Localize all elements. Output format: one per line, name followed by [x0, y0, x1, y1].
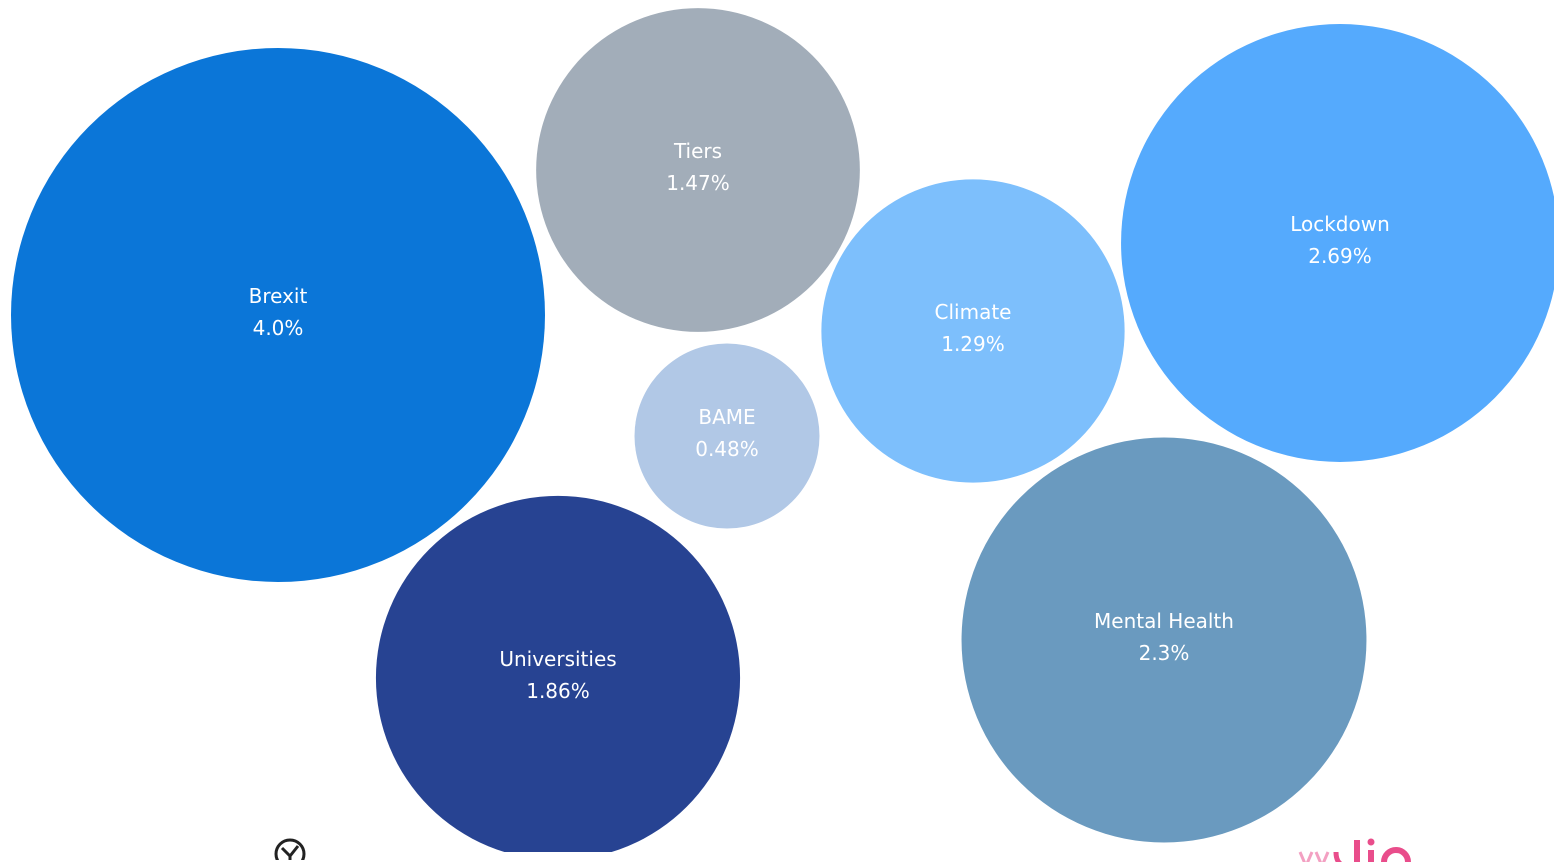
bubble-circle: [1121, 24, 1554, 462]
bubble-circle: [821, 179, 1125, 483]
bubble-bame: BAME 0.48%: [634, 343, 820, 529]
bubble-mental-health: Mental Health 2.3%: [961, 437, 1367, 843]
bubble-circle: [961, 437, 1367, 843]
bubble-value-label: 2.69%: [1308, 244, 1372, 268]
bubble-name-label: BAME: [698, 405, 755, 429]
bubble-circle: [11, 48, 545, 582]
bubble-name-label: Lockdown: [1290, 212, 1390, 236]
bubble-value-label: 1.47%: [666, 171, 730, 195]
bubble-value-label: 1.29%: [941, 332, 1005, 356]
bubble-lockdown: Lockdown 2.69%: [1121, 24, 1554, 462]
bubble-circle: [536, 8, 860, 332]
bubble-value-label: 0.48%: [695, 437, 759, 461]
bubble-climate: Climate 1.29%: [821, 179, 1125, 483]
bubble-universities: Universities 1.86%: [375, 495, 741, 852]
bubble-name-label: Mental Health: [1094, 609, 1234, 633]
bubble-value-label: 2.3%: [1139, 641, 1190, 665]
bubble-name-label: Brexit: [249, 284, 308, 308]
bubble-circle: [634, 343, 820, 529]
bubble-brexit: Brexit 4.0%: [11, 48, 545, 582]
brand-wordmark-logo: [1298, 838, 1411, 862]
bubble-name-label: Universities: [499, 647, 616, 671]
bubble-tiers: Tiers 1.47%: [536, 8, 860, 332]
bubble-circle: [375, 495, 741, 852]
bubble-name-label: Tiers: [673, 139, 722, 163]
bubble-value-label: 1.86%: [526, 679, 590, 703]
clock-logo-icon: [274, 838, 306, 860]
bubble-value-label: 4.0%: [253, 316, 304, 340]
bubble-name-label: Climate: [935, 300, 1012, 324]
